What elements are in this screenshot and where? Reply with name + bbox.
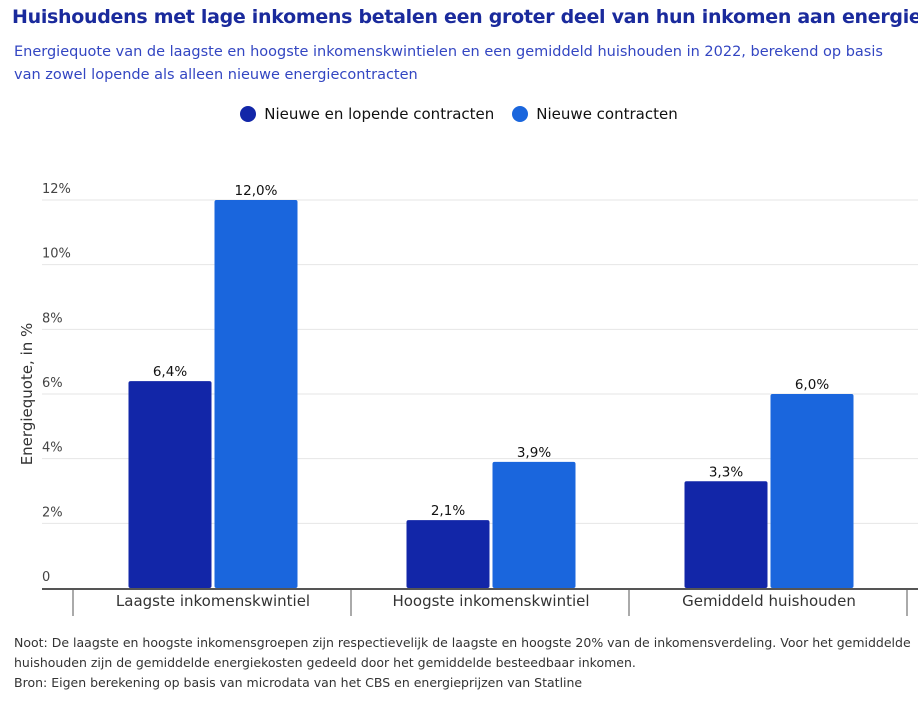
notes: Noot: De laagste en hoogste inkomensgroe… bbox=[14, 633, 914, 693]
bar-1-1 bbox=[492, 461, 576, 588]
y-tick-label: 6% bbox=[42, 376, 63, 391]
data-label: 2,1% bbox=[431, 503, 465, 519]
chart-subtitle: Energiequote van de laagste en hoogste i… bbox=[14, 44, 883, 83]
data-label: 3,3% bbox=[709, 464, 743, 480]
x-tick-label: Gemiddeld huishouden bbox=[682, 592, 856, 610]
y-axis-label: Energiequote, in % bbox=[18, 323, 36, 466]
y-tick-label: 12% bbox=[42, 182, 71, 197]
y-tick-label: 0 bbox=[42, 570, 50, 585]
chart-title: Huishoudens met lage inkomens betalen ee… bbox=[12, 6, 918, 28]
y-tick-label: 8% bbox=[42, 311, 63, 326]
note-text: Noot: De laagste en hoogste inkomensgroe… bbox=[14, 635, 911, 670]
legend-label-0: Nieuwe en lopende contracten bbox=[264, 105, 495, 123]
bar-1-0 bbox=[214, 200, 298, 588]
x-tick-label: Hoogste inkomenskwintiel bbox=[392, 592, 589, 610]
source-text: Bron: Eigen berekening op basis van micr… bbox=[14, 675, 583, 690]
legend-item-series-1: Nieuwe contracten bbox=[512, 105, 678, 123]
data-label: 6,0% bbox=[795, 377, 829, 393]
legend-swatch-0 bbox=[240, 106, 257, 122]
y-tick-label: 2% bbox=[42, 505, 63, 520]
bar-0-0 bbox=[128, 381, 212, 588]
y-tick-label: 4% bbox=[42, 441, 63, 456]
legend-swatch-1 bbox=[512, 106, 529, 122]
bar-1-2 bbox=[770, 394, 854, 588]
bar-0-2 bbox=[684, 481, 768, 588]
legend-item-series-0: Nieuwe en lopende contracten bbox=[240, 105, 494, 123]
legend-label-1: Nieuwe contracten bbox=[536, 105, 678, 123]
bar-chart: 0 2% 4% 6% 8% 10% 12% Energiequote, in % 6,4% 12,… bbox=[18, 182, 918, 616]
data-label: 3,9% bbox=[517, 445, 551, 461]
data-label: 6,4% bbox=[153, 364, 187, 380]
bar-0-1 bbox=[406, 520, 490, 588]
y-tick-label: 10% bbox=[42, 247, 71, 262]
legend: Nieuwe en lopende contracten Nieuwe cont… bbox=[0, 105, 918, 123]
data-label: 12,0% bbox=[235, 183, 278, 199]
x-tick-label: Laagste inkomenskwintiel bbox=[116, 592, 310, 610]
